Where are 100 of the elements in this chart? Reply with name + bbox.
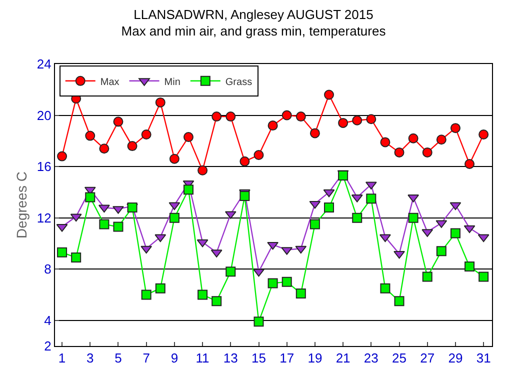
point	[198, 290, 208, 300]
point	[196, 239, 208, 248]
x-tick-label: 27	[420, 350, 435, 366]
x-tick-label: 31	[476, 350, 491, 366]
point	[309, 200, 321, 209]
x-tick-label: 17	[280, 350, 294, 366]
point	[352, 115, 362, 126]
point	[70, 214, 82, 222]
point	[352, 212, 362, 223]
y-tick-label: 24	[36, 56, 52, 72]
point	[282, 276, 292, 287]
point	[267, 242, 278, 250]
point	[394, 250, 405, 259]
point	[113, 116, 124, 127]
point	[450, 123, 460, 134]
point	[436, 134, 446, 145]
point	[183, 184, 194, 195]
point	[127, 141, 138, 152]
point	[436, 246, 446, 256]
point	[338, 118, 348, 128]
chart-subtitle: Max and min air, and grass min, temperatures	[121, 24, 386, 39]
point	[380, 234, 391, 242]
point	[99, 144, 110, 154]
point	[113, 222, 124, 232]
point	[169, 154, 180, 164]
point	[212, 296, 222, 306]
point	[141, 130, 152, 140]
point	[366, 114, 376, 124]
point	[478, 272, 489, 282]
legend-label: Min	[164, 76, 180, 88]
x-tick-label: 3	[86, 350, 94, 366]
x-tick-label: 29	[448, 350, 463, 366]
y-tick-label: 2	[44, 338, 52, 354]
point	[338, 170, 348, 181]
point	[324, 202, 334, 213]
point	[183, 132, 194, 142]
x-tick-label: 19	[308, 350, 322, 366]
point	[169, 212, 180, 223]
point	[422, 147, 432, 158]
point	[394, 147, 404, 158]
x-tick-label: 11	[196, 350, 210, 366]
legend-label: Max	[100, 76, 120, 88]
point	[57, 247, 68, 258]
point	[478, 234, 490, 242]
point	[478, 130, 489, 140]
x-tick-label: 23	[364, 350, 378, 366]
point	[310, 128, 320, 138]
x-tick-label: 5	[114, 350, 122, 366]
point	[99, 219, 110, 230]
x-tick-label: 7	[142, 350, 150, 366]
legend-label: Grass	[225, 76, 252, 88]
point	[140, 246, 152, 254]
point	[155, 283, 166, 294]
point	[296, 112, 306, 122]
x-tick-label: 15	[252, 350, 266, 366]
point	[394, 296, 404, 306]
y-tick-label: 12	[36, 210, 52, 226]
point	[141, 290, 152, 300]
point	[154, 234, 166, 242]
point	[57, 151, 68, 162]
point	[254, 316, 264, 327]
point	[85, 130, 96, 141]
point	[380, 283, 390, 294]
point	[323, 189, 335, 198]
point	[282, 110, 292, 120]
point	[98, 204, 110, 213]
point	[408, 133, 418, 144]
x-tick-label: 21	[336, 350, 350, 366]
point	[198, 165, 208, 176]
y-axis-title: Degrees C	[14, 172, 30, 238]
point	[226, 112, 236, 122]
point	[464, 158, 475, 169]
point	[310, 219, 320, 230]
point	[464, 262, 475, 272]
point	[253, 268, 264, 277]
y-tick-label: 16	[36, 159, 52, 174]
x-tick-label: 9	[170, 350, 178, 366]
point	[240, 191, 250, 202]
point	[324, 90, 334, 100]
point	[296, 288, 306, 298]
point	[268, 120, 278, 131]
y-tick-label: 20	[36, 108, 52, 123]
point	[464, 225, 476, 234]
point	[85, 192, 96, 202]
y-tick-label: 8	[44, 262, 52, 277]
x-tick-label: 1	[58, 350, 66, 366]
point	[226, 266, 236, 277]
point	[380, 137, 390, 148]
point	[408, 212, 418, 223]
x-tick-label: 25	[392, 350, 406, 366]
chart-title: LLANSADWRN, Anglesey AUGUST 2015	[134, 6, 374, 22]
point	[268, 278, 278, 288]
point	[366, 194, 376, 204]
point	[295, 246, 307, 254]
point	[155, 97, 166, 108]
point	[71, 252, 82, 263]
point	[254, 150, 264, 160]
x-tick-label: 13	[223, 350, 238, 366]
point	[240, 156, 250, 166]
y-tick-label: 4	[44, 312, 52, 328]
